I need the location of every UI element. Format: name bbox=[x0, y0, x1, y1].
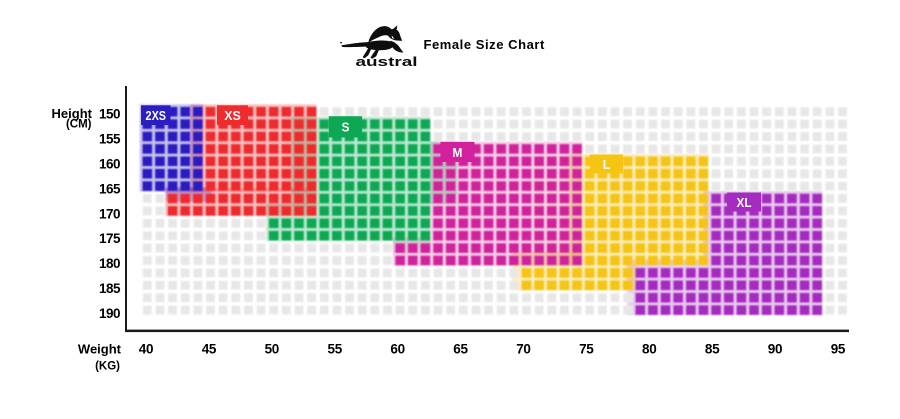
svg-text:austral: austral bbox=[356, 54, 418, 69]
svg-text:150: 150 bbox=[99, 107, 120, 122]
svg-text:Height: Height bbox=[52, 106, 93, 121]
svg-text:65: 65 bbox=[453, 342, 468, 357]
svg-text:165: 165 bbox=[99, 181, 121, 196]
svg-text:80: 80 bbox=[642, 342, 656, 357]
svg-text:Female Size Chart: Female Size Chart bbox=[424, 37, 545, 52]
svg-text:XS: XS bbox=[224, 108, 241, 123]
svg-text:XL: XL bbox=[737, 195, 752, 210]
svg-text:90: 90 bbox=[768, 342, 782, 357]
svg-text:55: 55 bbox=[327, 342, 342, 357]
svg-text:(KG): (KG) bbox=[95, 360, 120, 372]
svg-text:170: 170 bbox=[99, 206, 120, 221]
svg-text:40: 40 bbox=[139, 342, 153, 357]
svg-text:175: 175 bbox=[99, 231, 121, 246]
svg-text:75: 75 bbox=[579, 342, 594, 357]
svg-text:95: 95 bbox=[831, 342, 846, 357]
svg-text:(CM): (CM) bbox=[66, 119, 92, 131]
svg-text:70: 70 bbox=[516, 342, 530, 357]
svg-text:M: M bbox=[452, 145, 462, 160]
svg-text:85: 85 bbox=[705, 342, 720, 357]
svg-text:60: 60 bbox=[390, 342, 404, 357]
svg-text:180: 180 bbox=[99, 256, 120, 271]
svg-text:190: 190 bbox=[99, 306, 120, 321]
svg-text:S: S bbox=[342, 120, 350, 135]
svg-text:45: 45 bbox=[202, 342, 217, 357]
svg-text:2XS: 2XS bbox=[146, 108, 167, 123]
svg-text:Weight: Weight bbox=[78, 342, 122, 357]
svg-text:155: 155 bbox=[99, 131, 121, 146]
svg-text:L: L bbox=[603, 157, 611, 172]
svg-text:160: 160 bbox=[99, 156, 120, 171]
svg-text:185: 185 bbox=[99, 281, 121, 296]
svg-text:50: 50 bbox=[265, 342, 279, 357]
